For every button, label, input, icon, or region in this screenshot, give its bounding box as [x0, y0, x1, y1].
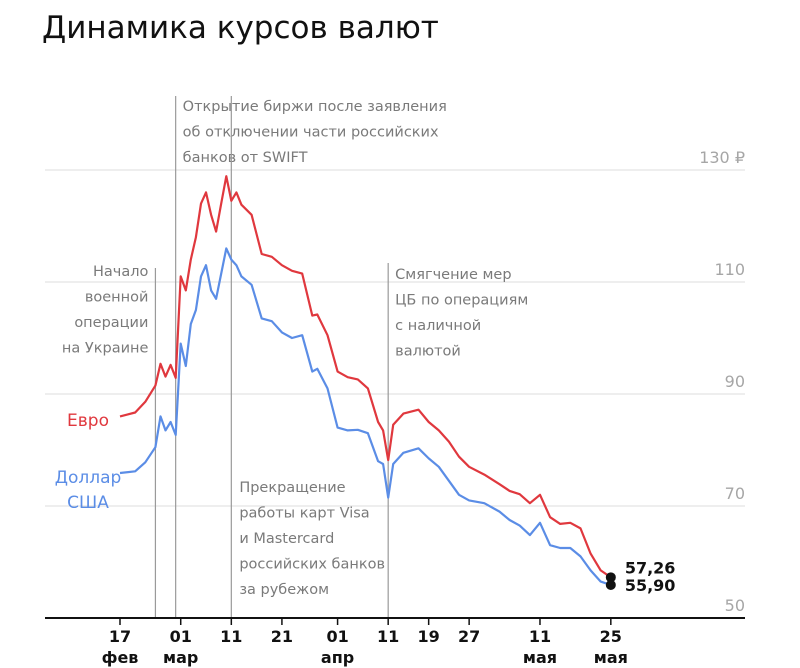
x-tick-month: апр	[321, 648, 354, 667]
y-tick-label: 110	[714, 260, 745, 279]
annotation-text: операции	[74, 315, 148, 331]
annotation-text: российских банков	[239, 557, 385, 573]
annotation-text: работы карт Visa	[239, 506, 369, 522]
x-tick-month: фев	[102, 648, 139, 667]
annotation-text: об отключении части российских	[183, 125, 439, 141]
x-tick-day: 11	[377, 627, 399, 646]
series-line	[119, 175, 612, 579]
x-tick-day: 01	[326, 627, 348, 646]
annotation-text: банков от SWIFT	[183, 150, 308, 166]
annotation-text: Смягчение мер	[395, 267, 511, 283]
series-end-point	[605, 572, 616, 583]
annotation-text: валютой	[395, 344, 461, 360]
series-end-label: 57,26	[625, 558, 676, 577]
annotation-text: с наличной	[395, 318, 481, 334]
series-end-label: 55,90	[625, 576, 676, 595]
y-axis: 130 ₽ 110 90 70 50	[699, 148, 745, 615]
x-tick-month: мая	[523, 648, 557, 667]
annotation-text: военной	[85, 290, 149, 306]
x-tick-day: 25	[600, 627, 622, 646]
chart-title: Динамика курсов валют	[42, 10, 439, 46]
series-name-label: США	[67, 493, 109, 513]
series-group	[119, 175, 616, 590]
grid	[45, 169, 745, 507]
y-tick-label: 70	[725, 484, 745, 503]
series-labels: 57,26 Евро 55,90 Доллар США	[55, 411, 676, 595]
annotation-text: ЦБ по операциям	[395, 293, 528, 309]
annotations: Начало военной операции на Украине Открытие …	[62, 96, 528, 618]
annotation-text: за рубежом	[239, 582, 329, 598]
x-tick-day: 11	[220, 627, 242, 646]
series-name-label: Евро	[67, 411, 109, 431]
series-line	[119, 247, 612, 587]
x-tick-day: 11	[529, 627, 551, 646]
annotation-text: Открытие биржи после заявления	[183, 99, 447, 115]
series-name-label: Доллар	[55, 468, 122, 488]
x-tick-day: 19	[418, 627, 440, 646]
y-tick-label: 130 ₽	[699, 148, 745, 167]
x-tick-month: мая	[594, 648, 628, 667]
x-axis: 17 фев 01 мар 11 21 01 апр 11 19 27 11 мая 25 мая	[45, 617, 745, 667]
x-tick-day: 21	[271, 627, 293, 646]
annotation-text: и Mastercard	[239, 531, 334, 547]
x-tick-day: 17	[109, 627, 131, 646]
x-tick-day: 27	[458, 627, 480, 646]
x-tick-month: мар	[163, 648, 198, 667]
y-tick-label: 50	[725, 596, 745, 615]
x-tick-day: 01	[170, 627, 192, 646]
series-end-point	[605, 579, 616, 590]
annotation-text: Прекращение	[239, 480, 345, 496]
annotation-text: Начало	[93, 264, 149, 280]
annotation-text: на Украине	[62, 341, 149, 357]
y-tick-label: 90	[725, 372, 745, 391]
